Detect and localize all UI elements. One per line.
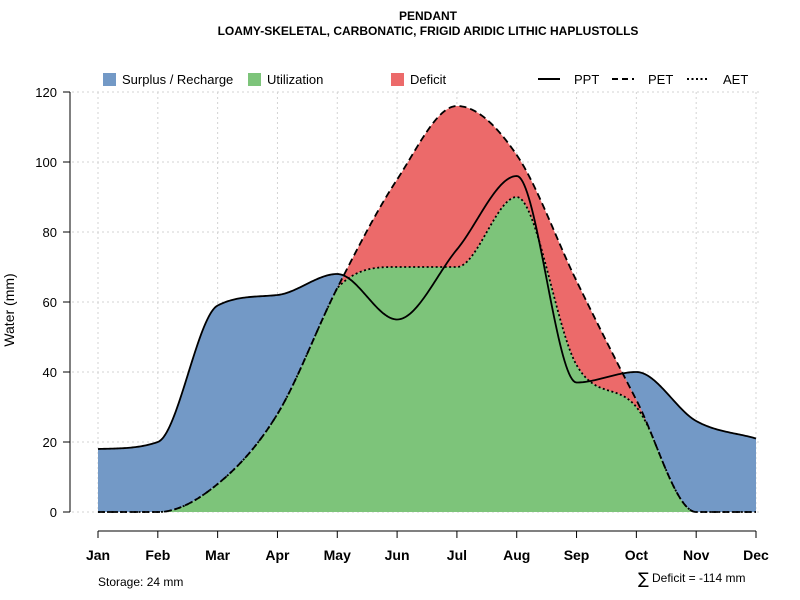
- legend-label-surplus-recharge: Surplus / Recharge: [122, 72, 233, 87]
- x-tick-label-nov: Nov: [683, 547, 710, 563]
- chart-subtitle: LOAMY-SKELETAL, CARBONATIC, FRIGID ARIDI…: [218, 24, 639, 38]
- legend-label-ppt: PPT: [574, 72, 599, 87]
- surplus-recharge-area: [98, 106, 756, 512]
- y-tick-label-100: 100: [35, 155, 57, 170]
- deficit-note: Deficit = -114 mm: [652, 571, 745, 585]
- x-tick-label-dec: Dec: [743, 547, 769, 563]
- x-tick-label-may: May: [324, 547, 351, 563]
- x-tick-label-mar: Mar: [205, 547, 230, 563]
- legend-label-deficit: Deficit: [410, 72, 447, 87]
- x-tick-label-jun: Jun: [385, 547, 410, 563]
- x-tick-label-sep: Sep: [564, 547, 590, 563]
- sum-symbol: ∑: [638, 569, 649, 588]
- storage-note: Storage: 24 mm: [98, 575, 183, 589]
- ppt-line: [97, 175, 757, 450]
- y-tick-label-120: 120: [35, 85, 57, 100]
- chart-title: PENDANT: [399, 9, 458, 23]
- legend: Surplus / Recharge Utilization Deficit PPT P…: [103, 72, 748, 87]
- x-tick-label-jan: Jan: [86, 547, 110, 563]
- aet-line: [98, 196, 756, 513]
- x-tick-label-feb: Feb: [145, 547, 170, 563]
- legend-swatch-surplus-recharge: [103, 73, 116, 86]
- y-axis-label: Water (mm): [1, 273, 17, 346]
- area-fills: [98, 106, 756, 512]
- legend-label-aet: AET: [723, 72, 748, 87]
- y-tick-label-20: 20: [43, 435, 57, 450]
- series-lines: [97, 105, 757, 513]
- legend-label-utilization: Utilization: [267, 72, 323, 87]
- legend-swatch-deficit: [391, 73, 404, 86]
- x-tick-label-jul: Jul: [447, 547, 467, 563]
- legend-swatch-utilization: [248, 73, 261, 86]
- y-tick-label-80: 80: [43, 225, 57, 240]
- x-tick-label-oct: Oct: [625, 547, 649, 563]
- x-tick-label-aug: Aug: [503, 547, 530, 563]
- y-tick-label-60: 60: [43, 295, 57, 310]
- x-tick-label-apr: Apr: [265, 547, 290, 563]
- axes: 0 20 40 60 80 100 120 Jan Feb Mar Apr May Jun Jul Aug S…: [35, 85, 769, 563]
- y-tick-label-0: 0: [50, 505, 57, 520]
- pet-line: [98, 105, 756, 513]
- legend-label-pet: PET: [648, 72, 673, 87]
- y-tick-label-40: 40: [43, 365, 57, 380]
- utilization-area: [98, 197, 756, 512]
- deficit-area: [98, 106, 756, 512]
